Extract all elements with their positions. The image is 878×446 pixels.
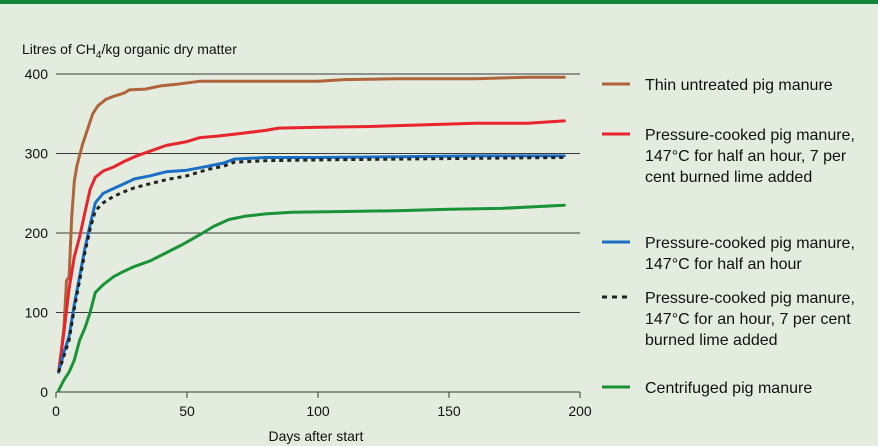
legend-item-2: Pressure-cooked pig manure, 147°C for hal…	[602, 127, 855, 186]
axes	[55, 391, 581, 398]
x-tick-label-0: 0	[52, 403, 60, 419]
series-lines	[57, 75, 566, 392]
legend-item-4: Pressure-cooked pig manure, 147°C for an …	[602, 290, 855, 349]
legend-label-4-line-3: burned lime added	[645, 332, 778, 349]
legend-label-3-line-1: Pressure-cooked pig manure,	[645, 235, 855, 252]
gridlines	[56, 73, 580, 313]
y-axis-label-main: Litres of CH	[22, 41, 96, 57]
legend-label-2-line-2: 147°C for half an hour, 7 per	[645, 148, 847, 165]
legend-item-3: Pressure-cooked pig manure, 147°C for hal…	[602, 235, 855, 273]
y-tick-label-0: 0	[40, 384, 48, 400]
legend-label-4-line-2: 147°C for an hour, 7 per cent	[645, 311, 851, 328]
tick-labels: 0 100 200 300 400 0 50 100 150 200	[25, 66, 592, 419]
legend: Thin untreated pig manure Pressure-cooked…	[602, 77, 855, 397]
x-axis-label: Days after start	[269, 428, 364, 444]
y-axis-label-rest: /kg organic dry matter	[101, 41, 237, 57]
x-tick-label-50: 50	[179, 403, 195, 419]
x-tick-label-150: 150	[437, 403, 461, 419]
legend-label-1-line-1: Thin untreated pig manure	[645, 77, 833, 94]
y-axis-label: Litres of CH4/kg organic dry matter	[22, 41, 237, 61]
series-line-1	[57, 75, 566, 374]
legend-label-2-line-1: Pressure-cooked pig manure,	[645, 127, 855, 144]
legend-label-4-line-1: Pressure-cooked pig manure,	[645, 290, 855, 307]
x-tick-label-100: 100	[306, 403, 330, 419]
y-axis-label-subscript: 4	[96, 50, 102, 61]
legend-item-5: Centrifuged pig manure	[602, 380, 812, 397]
y-tick-label-400: 400	[25, 66, 49, 82]
legend-label-2-line-3: cent burned lime added	[645, 169, 812, 186]
series-line-2	[57, 119, 566, 374]
y-tick-label-200: 200	[25, 225, 49, 241]
legend-label-3-line-2: 147°C for half an hour	[645, 256, 802, 273]
x-tick-label-200: 200	[568, 403, 592, 419]
legend-label-5-line-1: Centrifuged pig manure	[645, 380, 812, 397]
series-line-5	[57, 203, 566, 392]
y-tick-label-300: 300	[25, 146, 49, 162]
legend-item-1: Thin untreated pig manure	[602, 77, 833, 94]
series-line-4	[57, 156, 565, 373]
y-tick-label-100: 100	[25, 305, 49, 321]
methane-yield-chart: 0 100 200 300 400 0 50 100 150 200 Thin untreated…	[22, 41, 855, 444]
